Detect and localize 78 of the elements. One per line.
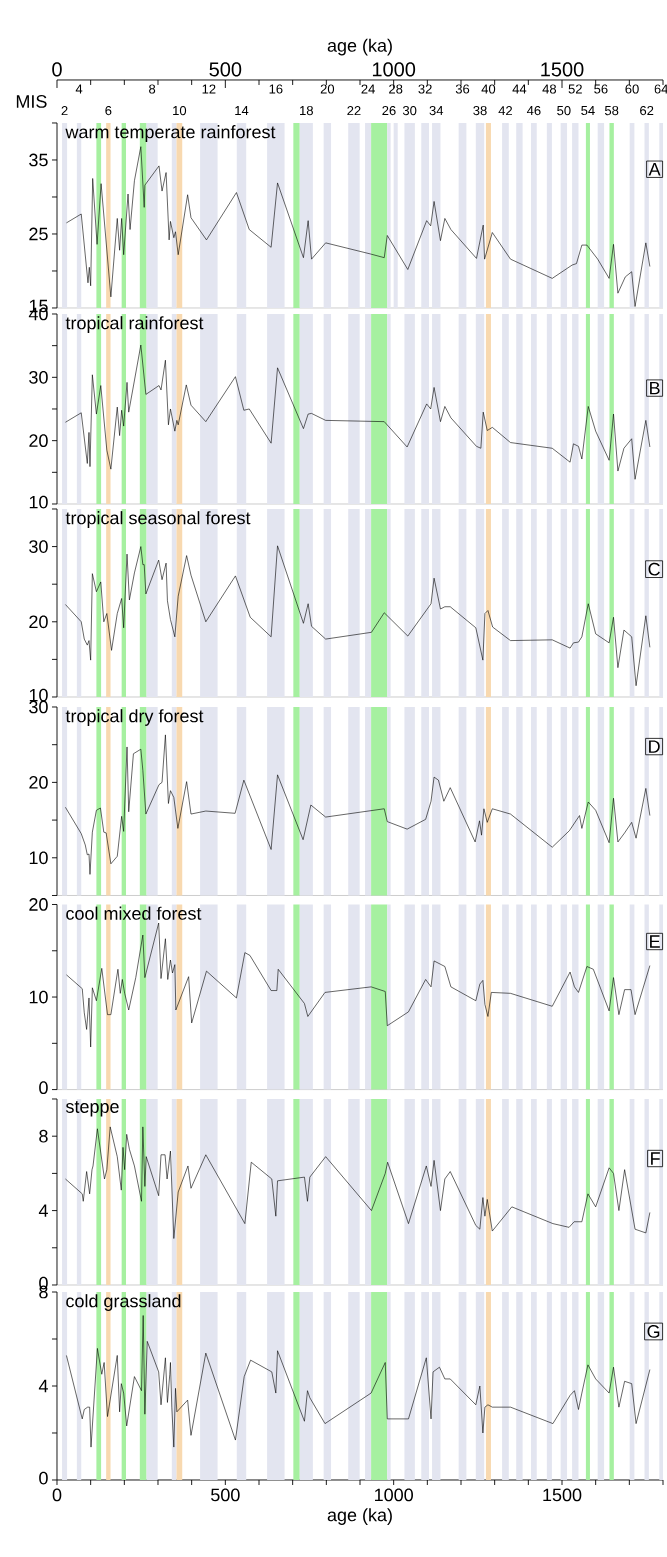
chart-title: steppe: [65, 1101, 119, 1117]
line-series: [65, 734, 651, 875]
band-label: 30: [402, 105, 417, 116]
band-label: 54: [581, 106, 595, 116]
y-tick-label: 10: [29, 990, 48, 1004]
band-label: 32: [418, 84, 432, 94]
y-tick-label: 4: [38, 1204, 48, 1217]
y-tick-label: 20: [29, 434, 48, 448]
band-label: 52: [568, 84, 582, 94]
annotation: F: [651, 1152, 660, 1165]
band-label: 44: [512, 84, 527, 94]
annotation: B: [650, 381, 660, 395]
band-label: 4: [75, 84, 83, 94]
band-label: 2: [61, 106, 68, 116]
band-label: 50: [557, 105, 571, 116]
band-label: 22: [347, 106, 361, 116]
x-tick-label: 1000: [375, 1488, 413, 1502]
band-label: 10: [173, 105, 187, 116]
annotation: A: [648, 163, 661, 176]
chart-title: warm temperate rainforest: [65, 125, 276, 142]
y-tick-label: 35: [29, 153, 48, 167]
band-label: 28: [389, 84, 403, 94]
band-label: 40: [481, 84, 496, 94]
line-series: [65, 1126, 651, 1239]
chart-title: tropical rainforest: [65, 316, 204, 333]
text: MIS: [16, 95, 47, 108]
x-tick-label: 500: [211, 1488, 240, 1502]
band-label: 56: [594, 84, 608, 94]
band-label: 38: [473, 105, 487, 116]
chart-title: cold grassland: [66, 1294, 181, 1311]
annotation: D: [649, 740, 660, 753]
band-label: 6: [105, 105, 112, 116]
y-tick-label: 30: [29, 540, 48, 553]
x2-tick-label: 1000: [372, 62, 416, 77]
x2-tick-label: 1500: [541, 62, 584, 77]
band-label: 42: [498, 106, 513, 116]
annotation: G: [647, 1325, 660, 1338]
band-label: 58: [604, 105, 619, 116]
y-tick-label: 10: [29, 688, 48, 702]
y-tick-label: 10: [29, 851, 48, 865]
band-label: 60: [625, 84, 639, 94]
y-tick-label: 0: [39, 1471, 48, 1485]
chart-title: cool mixed forest: [66, 906, 202, 920]
band-label: 34: [429, 105, 444, 116]
x2-axis-title: age (ka): [327, 38, 392, 56]
annotation: C: [648, 562, 660, 576]
x-tick-label: 0: [52, 1488, 62, 1502]
band-label: 12: [202, 84, 216, 94]
band-label: 18: [300, 105, 313, 116]
y-tick-label: 30: [29, 370, 48, 384]
y-tick-label: 8: [39, 1129, 48, 1143]
line-series: [65, 344, 651, 480]
band-label: 14: [235, 106, 249, 116]
band-label: 48: [542, 84, 557, 94]
band-label: 46: [526, 105, 541, 116]
x-axis-title: age (ka): [327, 1508, 392, 1525]
y-tick-label: 4: [38, 1379, 48, 1393]
annotation: E: [650, 935, 660, 948]
band-label: 36: [455, 84, 470, 94]
band-label: 20: [320, 84, 335, 94]
y-tick-label: 20: [29, 615, 48, 629]
band-label: 26: [382, 105, 396, 116]
line-series: [66, 146, 651, 307]
x-tick-label: 1500: [543, 1488, 582, 1502]
y-tick-label: 20: [29, 776, 48, 789]
y-tick-label: 10: [29, 495, 48, 509]
x2-tick-label: 0: [52, 62, 62, 77]
y-tick-label: 0: [39, 1081, 48, 1095]
band-label: 16: [269, 84, 283, 94]
band-label: 62: [640, 105, 654, 116]
band-label: 24: [361, 84, 375, 94]
chart-title: tropical seasonal forest: [65, 511, 251, 528]
x2-tick-label: 500: [209, 62, 242, 77]
chart-title: tropical dry forest: [65, 709, 204, 726]
y-tick-label: 20: [29, 898, 48, 911]
y-tick-label: 30: [29, 700, 48, 714]
band-label: 8: [149, 84, 156, 94]
y-tick-label: 25: [29, 227, 48, 241]
